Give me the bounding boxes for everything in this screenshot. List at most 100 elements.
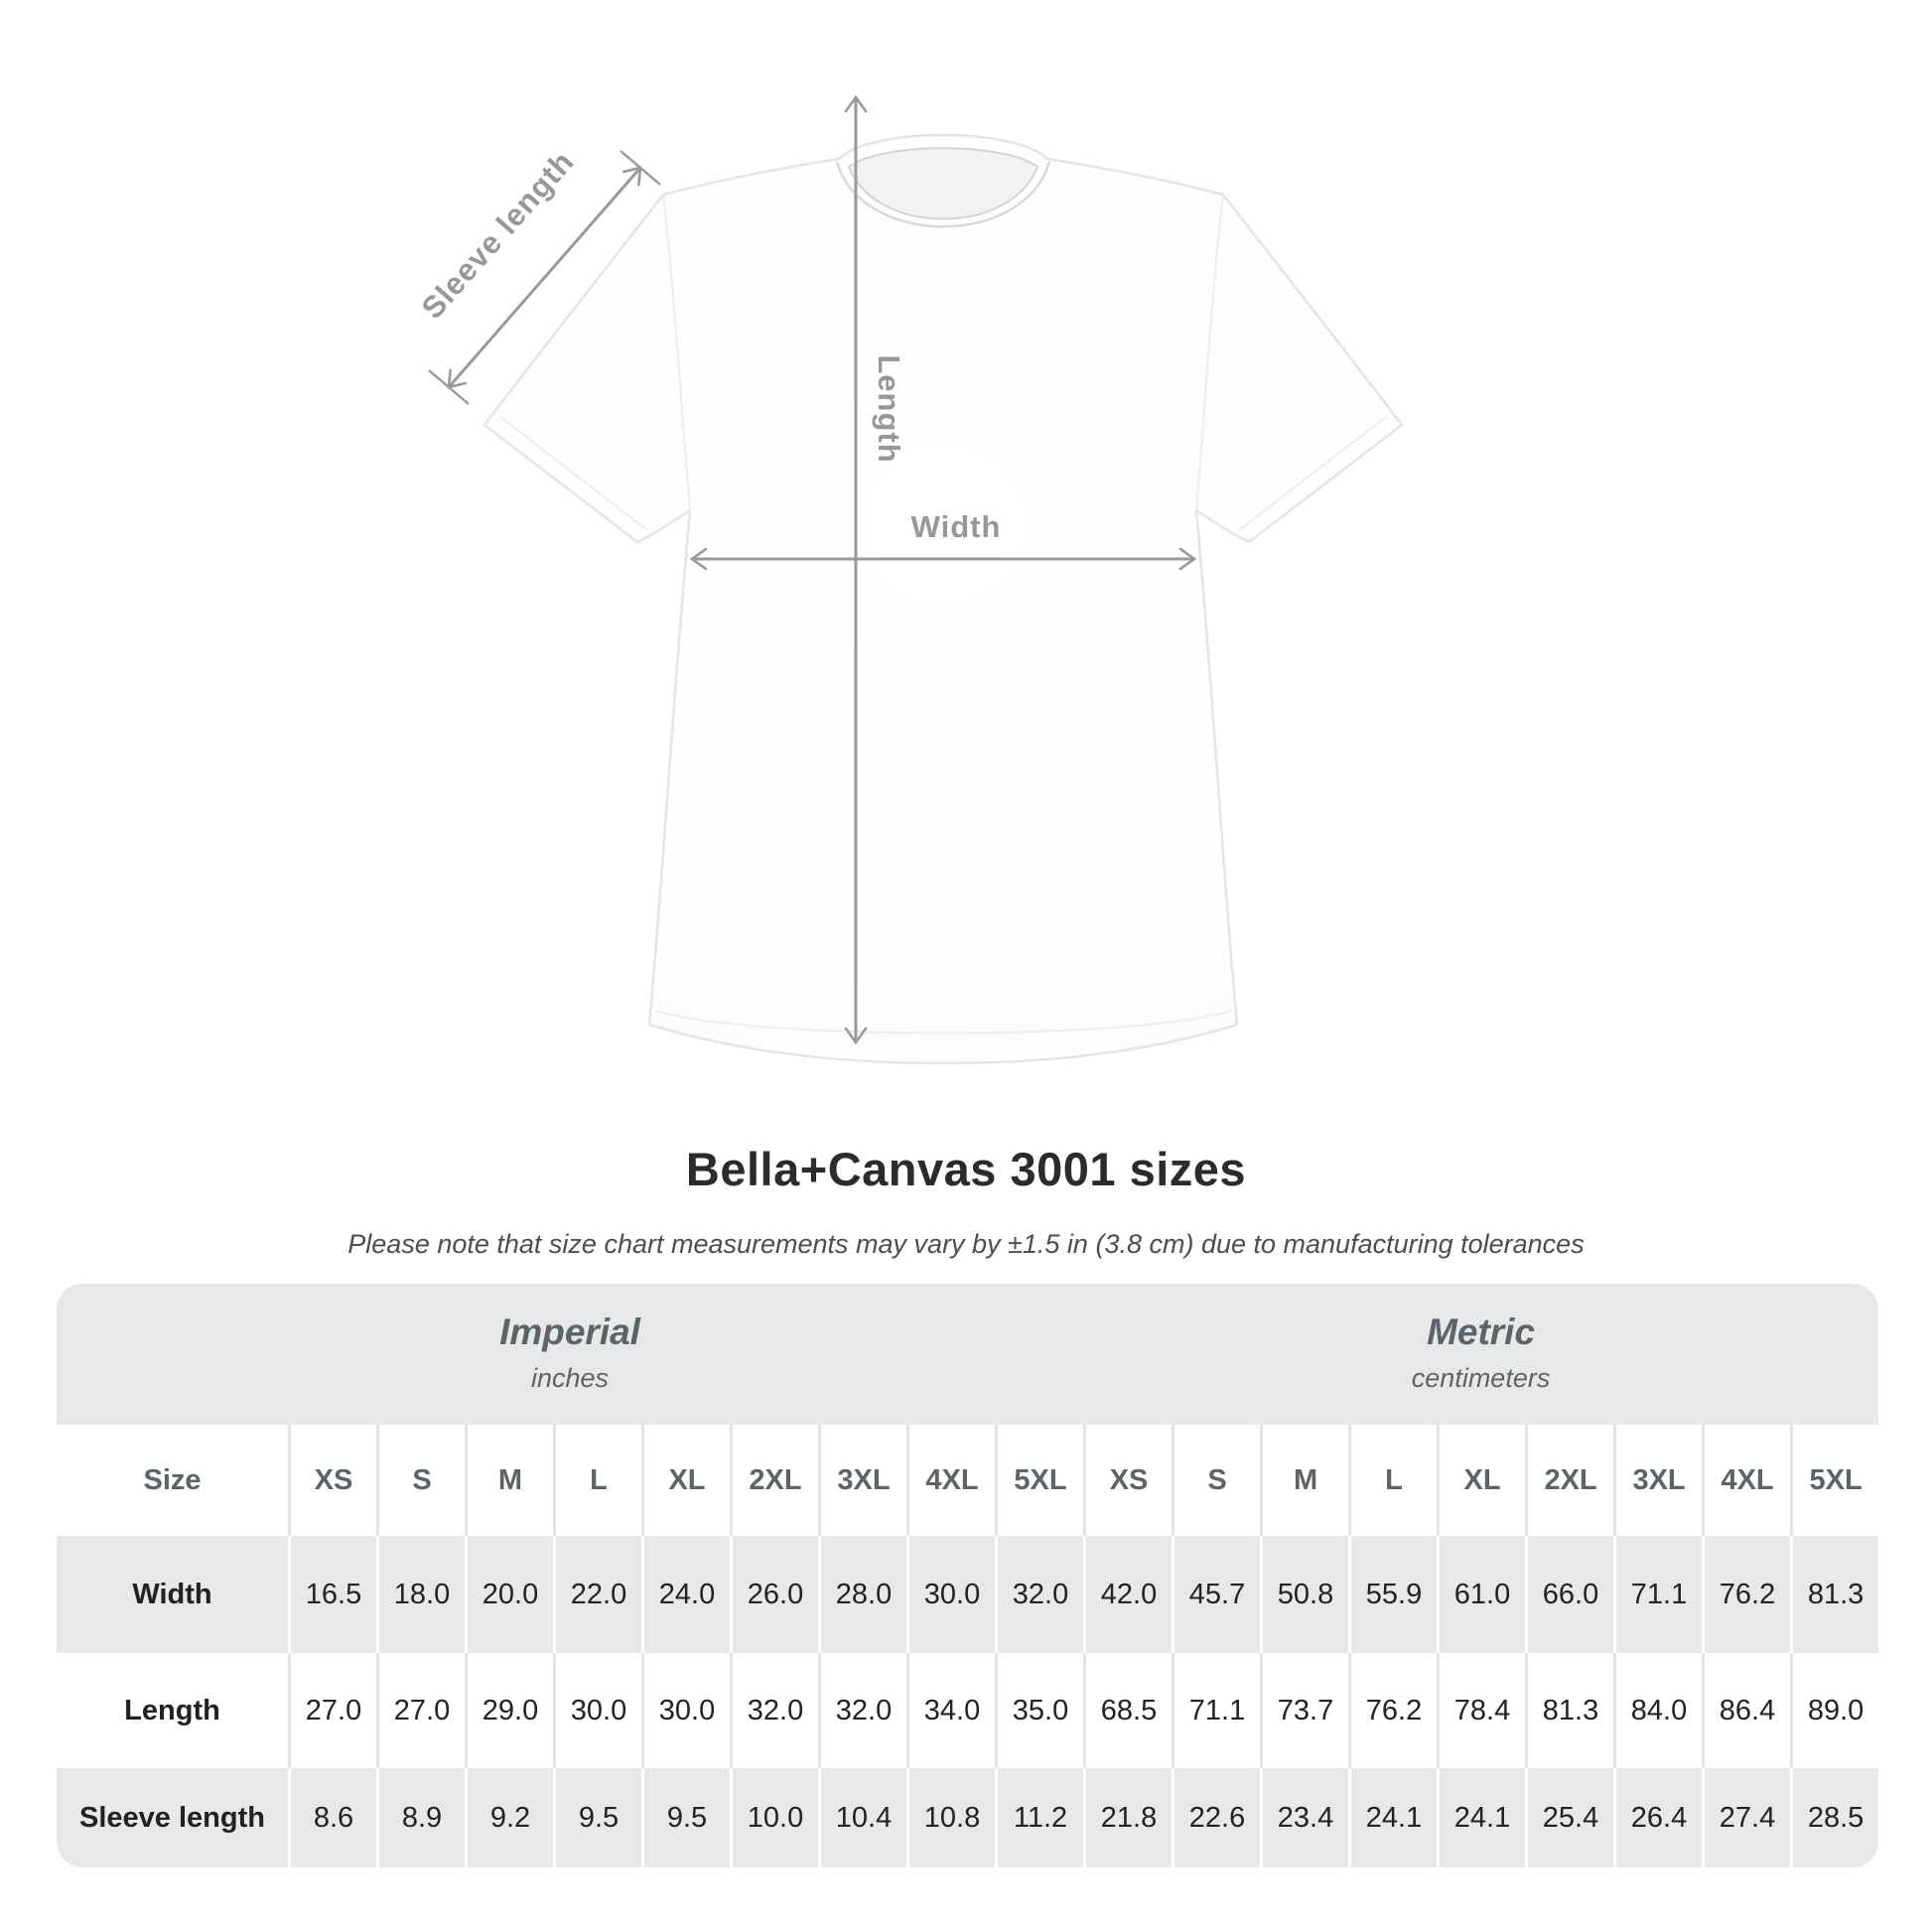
value-cell: 28.0 (818, 1536, 906, 1653)
size-header-cell: XL (1437, 1425, 1526, 1536)
value-cell: 73.7 (1260, 1653, 1349, 1768)
size-header-cell: XS (1083, 1425, 1173, 1536)
imperial-group-header: Imperial inches (57, 1284, 1084, 1425)
dimension-annotations (428, 94, 1197, 1045)
value-cell: 71.1 (1172, 1653, 1261, 1768)
hem-stitch (654, 1010, 1232, 1035)
value-cell: 29.0 (465, 1653, 553, 1768)
value-cell: 27.4 (1702, 1768, 1791, 1867)
value-cell: 76.2 (1702, 1536, 1791, 1653)
metric-group-unit: centimeters (1411, 1362, 1551, 1393)
value-cell: 61.0 (1437, 1536, 1526, 1653)
value-cell: 9.5 (641, 1768, 730, 1867)
size-header-cell: M (465, 1425, 553, 1536)
value-cell: 25.4 (1525, 1768, 1614, 1867)
value-cell: 55.9 (1348, 1536, 1438, 1653)
length-dimension-label: Length (872, 354, 906, 463)
page-title: Bella+Canvas 3001 sizes (685, 1143, 1247, 1195)
page-subtitle: Please note that size chart measurements… (347, 1229, 1585, 1259)
size-header-cell: L (553, 1425, 641, 1536)
size-header-cell: 3XL (1613, 1425, 1703, 1536)
value-cell: 32.0 (730, 1653, 818, 1768)
value-cell: 27.0 (288, 1653, 376, 1768)
value-cell: 81.3 (1790, 1536, 1879, 1653)
value-cell: 32.0 (818, 1653, 906, 1768)
right-sleeve-seam (1195, 194, 1224, 511)
width-row: Width 16.5 18.0 20.0 22.0 24.0 26.0 28.0… (57, 1536, 1879, 1653)
value-cell: 27.0 (376, 1653, 465, 1768)
size-header-cell: 5XL (1790, 1425, 1879, 1536)
tshirt-body (483, 133, 1404, 1065)
size-header-cell: L (1348, 1425, 1438, 1536)
row-label: Sleeve length (57, 1768, 288, 1867)
value-cell: 42.0 (1083, 1536, 1173, 1653)
value-cell: 26.4 (1613, 1768, 1703, 1867)
imperial-group-title: Imperial (499, 1311, 640, 1352)
metric-group-header: Metric centimeters (1083, 1284, 1879, 1425)
row-label: Width (57, 1536, 288, 1653)
value-cell: 35.0 (995, 1653, 1084, 1768)
value-cell: 21.8 (1083, 1768, 1173, 1867)
value-cell: 89.0 (1790, 1653, 1879, 1768)
value-cell: 76.2 (1348, 1653, 1438, 1768)
value-cell: 10.4 (818, 1768, 906, 1867)
unit-group-row: Imperial inches Metric centimeters (57, 1284, 1879, 1425)
size-header-cell: S (1172, 1425, 1261, 1536)
size-header-cell: 5XL (995, 1425, 1084, 1536)
size-header-cell: M (1260, 1425, 1349, 1536)
value-cell: 71.1 (1613, 1536, 1703, 1653)
size-header-cell: XL (641, 1425, 730, 1536)
value-cell: 81.3 (1525, 1653, 1614, 1768)
length-row: Length 27.0 27.0 29.0 30.0 30.0 32.0 32.… (57, 1653, 1879, 1768)
size-header-cell: 4XL (1702, 1425, 1791, 1536)
value-cell: 78.4 (1437, 1653, 1526, 1768)
value-cell: 34.0 (906, 1653, 995, 1768)
imperial-group-unit: inches (530, 1362, 610, 1393)
value-cell: 32.0 (995, 1536, 1084, 1653)
value-cell: 66.0 (1525, 1536, 1614, 1653)
size-header-cell: 2XL (1525, 1425, 1614, 1536)
value-cell: 24.0 (641, 1536, 730, 1653)
value-cell: 16.5 (288, 1536, 376, 1653)
value-cell: 9.5 (553, 1768, 641, 1867)
value-cell: 10.0 (730, 1768, 818, 1867)
value-cell: 22.6 (1172, 1768, 1261, 1867)
value-cell: 8.6 (288, 1768, 376, 1867)
value-cell: 10.8 (906, 1768, 995, 1867)
left-sleeve-seam (662, 194, 691, 511)
value-cell: 24.1 (1437, 1768, 1526, 1867)
size-table: Imperial inches Metric centimeters Size … (57, 1284, 1879, 1867)
width-dimension-label: Width (911, 509, 1002, 544)
sleeve-length-row: Sleeve length 8.6 8.9 9.2 9.5 9.5 10.0 1… (57, 1768, 1879, 1867)
value-cell: 20.0 (465, 1536, 553, 1653)
metric-group-title: Metric (1427, 1311, 1536, 1352)
tshirt-graphic (483, 133, 1404, 1065)
value-cell: 22.0 (553, 1536, 641, 1653)
value-cell: 86.4 (1702, 1653, 1791, 1768)
size-header-cell: 4XL (906, 1425, 995, 1536)
value-cell: 26.0 (730, 1536, 818, 1653)
value-cell: 30.0 (641, 1653, 730, 1768)
value-cell: 68.5 (1083, 1653, 1173, 1768)
row-label: Length (57, 1653, 288, 1768)
size-header-cell: XS (288, 1425, 376, 1536)
size-column-header: Size (57, 1425, 288, 1536)
size-header-row: Size XS S M L XL 2XL 3XL 4XL 5XL XS S M … (57, 1425, 1879, 1536)
value-cell: 9.2 (465, 1768, 553, 1867)
value-cell: 11.2 (995, 1768, 1084, 1867)
right-cuff-stitch (1238, 416, 1387, 531)
sleeve-length-dimension-label: Sleeve length (415, 144, 581, 326)
value-cell: 24.1 (1348, 1768, 1438, 1867)
size-header-cell: S (376, 1425, 465, 1536)
value-cell: 84.0 (1613, 1653, 1703, 1768)
sleeve-length-arrow (428, 150, 661, 405)
size-header-cell: 3XL (818, 1425, 906, 1536)
value-cell: 30.0 (906, 1536, 995, 1653)
value-cell: 50.8 (1260, 1536, 1349, 1653)
value-cell: 30.0 (553, 1653, 641, 1768)
left-cuff-stitch (499, 416, 648, 531)
value-cell: 28.5 (1790, 1768, 1879, 1867)
tshirt-diagram: Sleeve length Length Width (415, 94, 1404, 1065)
size-header-cell: 2XL (730, 1425, 818, 1536)
value-cell: 45.7 (1172, 1536, 1261, 1653)
